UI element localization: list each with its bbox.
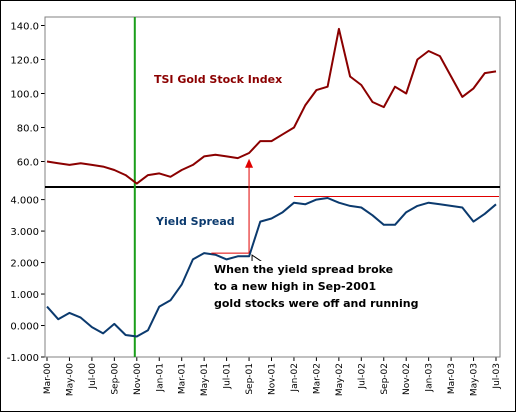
- x-tick-label: May-03: [470, 363, 480, 396]
- lower-series-label: Yield Spread: [155, 215, 235, 228]
- x-tick-label: Jul-03: [492, 363, 502, 390]
- upper-series-label: TSI Gold Stock Index: [154, 73, 282, 86]
- upper-y-tick-label: 60.0: [17, 158, 39, 169]
- x-tick-label: Sep-00: [110, 363, 120, 395]
- x-tick-label: May-01: [200, 363, 210, 396]
- x-tick-label: Sep-01: [245, 363, 255, 395]
- x-tick-label: Jan-02: [290, 363, 300, 393]
- x-tick-label: May-02: [335, 363, 345, 396]
- x-tick-label: Jan-03: [425, 363, 435, 393]
- x-tick-label: Jul-00: [88, 363, 98, 390]
- x-tick-label: Mar-00: [43, 363, 53, 394]
- upper-y-tick-label: 120.0: [10, 56, 39, 67]
- x-tick-label: Sep-02: [380, 363, 390, 395]
- lower-y-tick-label: 0.000: [10, 322, 39, 333]
- x-tick-label: Jan-01: [155, 363, 165, 393]
- gold-index-line: [46, 27, 497, 185]
- breakout-arrow-head: [245, 158, 254, 168]
- x-tick-label: May-00: [65, 363, 75, 396]
- x-tick-label: Nov-01: [268, 363, 278, 395]
- lower-y-tick-label: 4.000: [10, 196, 39, 207]
- x-tick-label: Jul-01: [223, 363, 233, 390]
- annotation-box: [209, 261, 409, 317]
- annotation-line-1: When the yield spread broke: [214, 263, 393, 276]
- x-tick-label: Mar-01: [178, 363, 188, 394]
- lower-y-tick-label: 3.000: [10, 227, 39, 238]
- x-tick-label: Mar-02: [312, 363, 322, 394]
- upper-y-tick-label: 100.0: [10, 90, 39, 101]
- upper-y-tick-label: 80.0: [17, 124, 39, 135]
- x-tick-label: Mar-03: [447, 363, 457, 394]
- upper-y-tick-label: 140.0: [10, 22, 39, 33]
- yield-spread-line: [46, 197, 497, 338]
- lower-y-tick-label: 1.000: [10, 290, 39, 301]
- lower-y-tick-label: 2.000: [10, 259, 39, 270]
- annotation-line-3: gold stocks were off and running: [214, 297, 418, 310]
- x-tick-label: Nov-02: [402, 363, 412, 395]
- x-tick-label: Jul-02: [357, 363, 367, 390]
- lower-y-tick-label: -1.000: [7, 353, 39, 364]
- annotation-line-2: to a new high in Sep-2001: [214, 280, 376, 293]
- x-tick-label: Nov-00: [133, 363, 143, 395]
